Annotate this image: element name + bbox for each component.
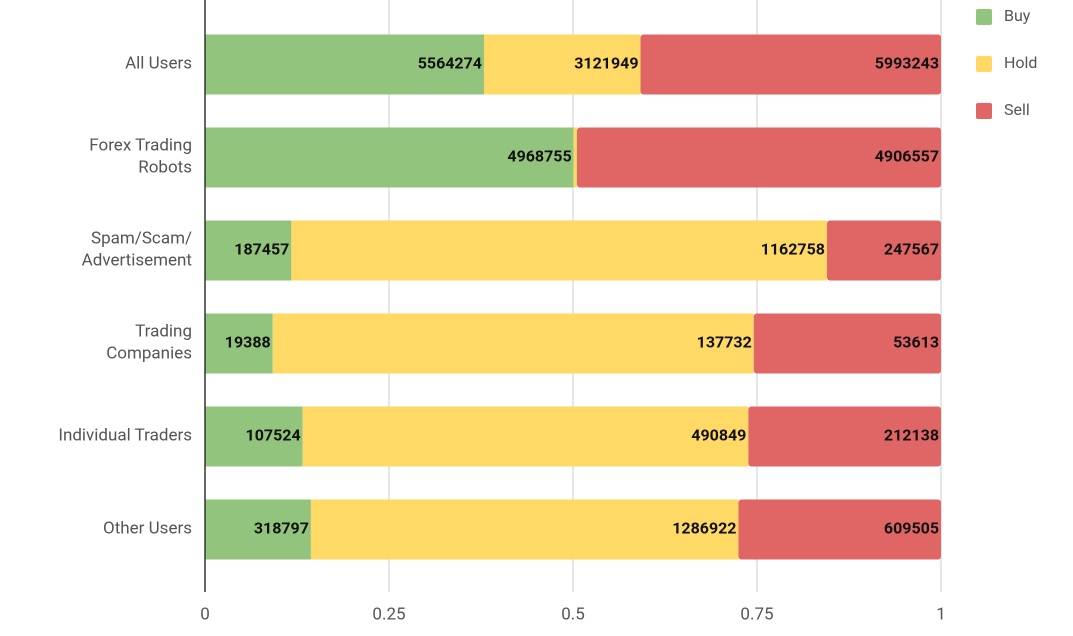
data-label: 490849	[691, 426, 746, 445]
data-label: 247567	[884, 240, 939, 259]
x-tick-label: 0.25	[372, 604, 405, 624]
legend-swatch	[976, 103, 992, 119]
y-tick-label: Spam/Scam/Advertisement	[82, 229, 192, 271]
x-tick-label: 0.75	[740, 604, 773, 624]
data-label: 4906557	[875, 147, 939, 166]
x-tick-label: 0	[200, 604, 210, 624]
data-label: 212138	[884, 426, 939, 445]
x-tick-label: 0.5	[561, 604, 585, 624]
data-label: 609505	[884, 519, 939, 538]
legend-label: Sell	[1004, 100, 1030, 119]
data-label: 187457	[234, 240, 289, 259]
data-label: 107524	[246, 426, 301, 445]
bar-segment	[205, 313, 273, 374]
bar-segment	[272, 313, 754, 374]
bar-segment	[302, 406, 749, 467]
legend-swatch	[976, 9, 992, 25]
y-tick-label: Forex Trading Robots	[89, 136, 192, 178]
bar-segment	[738, 499, 941, 560]
bar-segment	[483, 34, 641, 95]
y-tick-label: Individual Traders	[58, 426, 192, 446]
bar-segment	[205, 34, 484, 95]
data-label: 53613	[893, 333, 939, 352]
x-tick-label: 1	[936, 604, 946, 624]
y-tick-label: All Users	[125, 54, 192, 74]
data-label: 19388	[225, 333, 271, 352]
bar-segment	[576, 127, 941, 188]
bar-segment	[640, 34, 941, 95]
data-label: 318797	[254, 519, 309, 538]
bar-segment	[310, 499, 739, 560]
bar-segment	[205, 220, 292, 281]
bar-segment	[826, 220, 941, 281]
data-label: 5993243	[875, 54, 939, 73]
bar-segment	[753, 313, 941, 374]
legend-label: Hold	[1004, 53, 1037, 72]
legend-label: Buy	[1004, 6, 1031, 25]
legend-swatch	[976, 56, 992, 72]
data-label: 137732	[697, 333, 752, 352]
y-tick-label: Other Users	[103, 519, 192, 539]
data-label: 4968755	[507, 147, 571, 166]
bar-segment	[573, 127, 577, 188]
data-label: 3121949	[574, 54, 638, 73]
bar-segment	[748, 406, 941, 467]
bar-segment	[291, 220, 827, 281]
data-label: 1162758	[761, 240, 825, 259]
data-label: 5564274	[418, 54, 482, 73]
y-tick-label: Trading Companies	[106, 322, 192, 364]
data-label: 1286922	[672, 519, 736, 538]
bar-segment	[205, 499, 311, 560]
bar-segment	[205, 127, 574, 188]
bar-segment	[205, 406, 303, 467]
